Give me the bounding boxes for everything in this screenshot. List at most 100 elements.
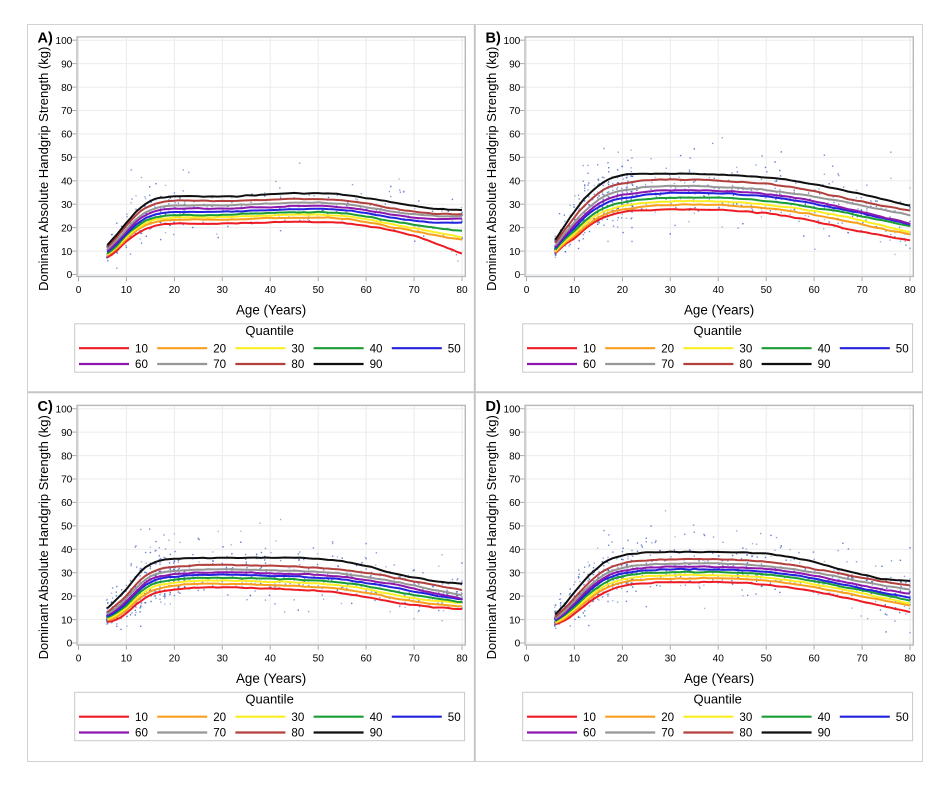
svg-text:70: 70 (661, 358, 674, 371)
svg-text:60: 60 (509, 498, 521, 509)
svg-text:60: 60 (360, 653, 372, 664)
svg-text:50: 50 (448, 342, 461, 355)
svg-text:Quantile: Quantile (693, 691, 741, 706)
svg-text:40: 40 (265, 653, 277, 664)
svg-text:20: 20 (509, 223, 521, 234)
svg-text:30: 30 (509, 568, 521, 579)
svg-text:10: 10 (61, 615, 73, 626)
svg-text:90: 90 (818, 358, 831, 371)
svg-text:50: 50 (761, 285, 773, 296)
svg-text:80: 80 (456, 285, 468, 296)
svg-text:70: 70 (408, 653, 420, 664)
svg-text:60: 60 (135, 358, 148, 371)
svg-text:10: 10 (135, 342, 148, 355)
svg-text:0: 0 (515, 639, 521, 650)
svg-text:10: 10 (135, 711, 148, 724)
svg-text:80: 80 (739, 358, 752, 371)
svg-text:0: 0 (524, 653, 530, 664)
svg-text:60: 60 (808, 285, 820, 296)
svg-text:Dominant Absolute Handgrip Str: Dominant Absolute Handgrip Strength (kg) (484, 47, 499, 291)
svg-text:20: 20 (61, 592, 73, 603)
svg-text:50: 50 (509, 522, 521, 533)
svg-text:80: 80 (739, 727, 752, 740)
svg-text:100: 100 (55, 404, 72, 415)
svg-text:90: 90 (509, 59, 521, 70)
svg-text:90: 90 (509, 428, 521, 439)
svg-text:10: 10 (569, 653, 581, 664)
svg-text:80: 80 (61, 83, 73, 94)
svg-text:20: 20 (213, 342, 226, 355)
svg-text:0: 0 (76, 285, 82, 296)
svg-text:10: 10 (121, 285, 133, 296)
svg-text:0: 0 (524, 285, 530, 296)
svg-text:70: 70 (509, 475, 521, 486)
svg-text:80: 80 (61, 451, 73, 462)
svg-text:0: 0 (67, 639, 73, 650)
svg-text:60: 60 (61, 498, 73, 509)
svg-text:10: 10 (583, 342, 596, 355)
svg-text:Age (Years): Age (Years) (236, 671, 306, 686)
svg-text:40: 40 (713, 653, 725, 664)
svg-text:70: 70 (509, 106, 521, 117)
svg-text:30: 30 (217, 653, 229, 664)
svg-text:40: 40 (818, 711, 831, 724)
svg-text:20: 20 (61, 223, 73, 234)
svg-text:90: 90 (61, 428, 73, 439)
svg-text:10: 10 (509, 247, 521, 258)
svg-text:0: 0 (67, 270, 73, 281)
svg-text:40: 40 (509, 545, 521, 556)
svg-text:70: 70 (408, 285, 420, 296)
svg-text:100: 100 (503, 36, 520, 47)
svg-text:60: 60 (583, 358, 596, 371)
svg-text:80: 80 (509, 451, 521, 462)
svg-text:40: 40 (61, 177, 73, 188)
svg-text:50: 50 (313, 653, 325, 664)
svg-text:60: 60 (61, 130, 73, 141)
svg-text:70: 70 (61, 106, 73, 117)
svg-text:80: 80 (456, 653, 468, 664)
svg-text:Dominant Absolute Handgrip Str: Dominant Absolute Handgrip Strength (kg) (484, 415, 499, 659)
svg-text:Quantile: Quantile (245, 323, 293, 338)
svg-text:50: 50 (448, 711, 461, 724)
svg-text:100: 100 (55, 36, 72, 47)
svg-text:60: 60 (808, 653, 820, 664)
svg-text:20: 20 (213, 711, 226, 724)
svg-text:Age (Years): Age (Years) (236, 303, 306, 318)
svg-text:40: 40 (370, 342, 383, 355)
svg-text:50: 50 (896, 711, 909, 724)
svg-text:50: 50 (61, 522, 73, 533)
svg-text:30: 30 (509, 200, 521, 211)
svg-text:70: 70 (856, 285, 868, 296)
svg-text:40: 40 (61, 545, 73, 556)
svg-text:10: 10 (121, 653, 133, 664)
svg-text:30: 30 (739, 342, 752, 355)
svg-text:70: 70 (61, 475, 73, 486)
svg-text:20: 20 (169, 285, 181, 296)
svg-text:20: 20 (661, 342, 674, 355)
svg-text:90: 90 (370, 358, 383, 371)
svg-text:10: 10 (509, 615, 521, 626)
svg-text:20: 20 (617, 653, 629, 664)
svg-text:Dominant Absolute Handgrip Str: Dominant Absolute Handgrip Strength (kg) (36, 47, 51, 291)
svg-text:50: 50 (61, 153, 73, 164)
svg-text:0: 0 (76, 653, 82, 664)
svg-text:40: 40 (265, 285, 277, 296)
svg-text:50: 50 (761, 653, 773, 664)
svg-text:40: 40 (713, 285, 725, 296)
svg-text:Age (Years): Age (Years) (684, 671, 754, 686)
svg-text:30: 30 (291, 711, 304, 724)
svg-text:10: 10 (61, 247, 73, 258)
svg-text:30: 30 (739, 711, 752, 724)
svg-text:30: 30 (291, 342, 304, 355)
svg-text:B): B) (486, 31, 501, 47)
svg-text:20: 20 (169, 653, 181, 664)
svg-text:0: 0 (515, 270, 521, 281)
svg-text:30: 30 (665, 285, 677, 296)
svg-text:70: 70 (213, 727, 226, 740)
svg-text:Quantile: Quantile (693, 323, 741, 338)
svg-text:80: 80 (904, 653, 916, 664)
svg-text:D): D) (486, 399, 501, 415)
svg-text:Age (Years): Age (Years) (684, 303, 754, 318)
svg-text:30: 30 (217, 285, 229, 296)
svg-text:60: 60 (583, 727, 596, 740)
